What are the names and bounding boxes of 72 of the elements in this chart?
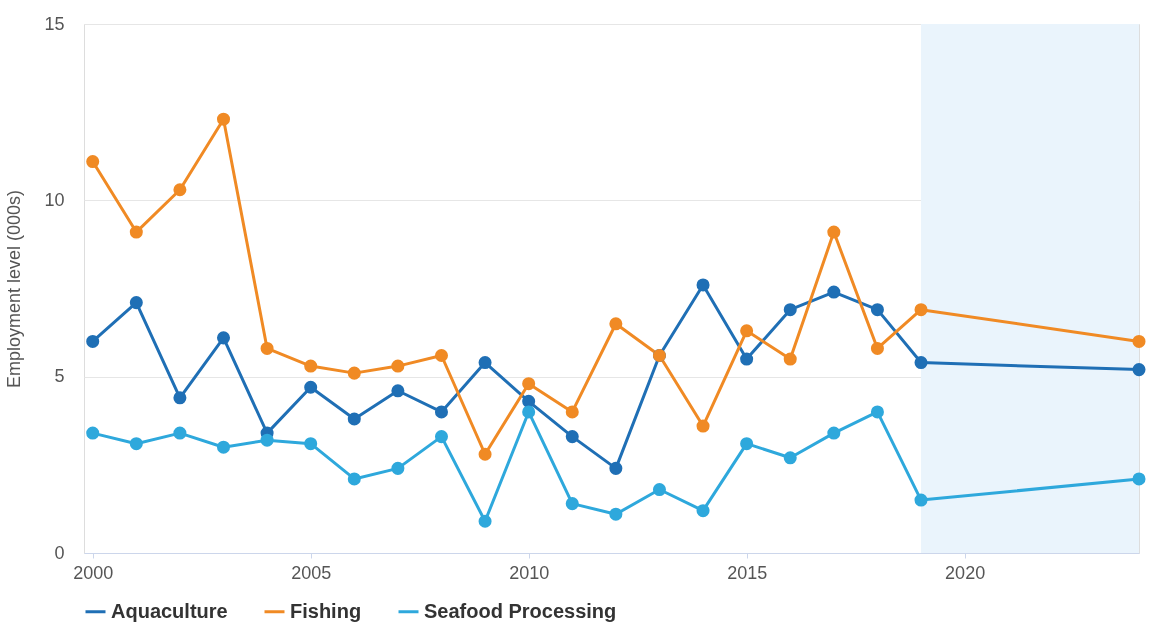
point bbox=[870, 303, 884, 317]
point bbox=[740, 437, 754, 451]
point bbox=[827, 426, 841, 440]
point bbox=[347, 366, 361, 380]
point bbox=[740, 324, 754, 338]
y-tick-label: 15 bbox=[44, 13, 65, 34]
y-axis-title: Employment level (000s) bbox=[4, 189, 25, 389]
x-tick-label: 2000 bbox=[73, 562, 114, 583]
point bbox=[914, 493, 928, 507]
point bbox=[609, 507, 623, 521]
point bbox=[347, 472, 361, 486]
point bbox=[565, 497, 579, 511]
legend-label: Aquaculture bbox=[111, 599, 228, 622]
point bbox=[304, 437, 318, 451]
point bbox=[522, 377, 536, 391]
point bbox=[522, 405, 536, 419]
point bbox=[86, 426, 100, 440]
point bbox=[260, 433, 274, 447]
point bbox=[434, 349, 448, 363]
legend-label: Seafood Processing bbox=[424, 599, 617, 622]
point bbox=[914, 303, 928, 317]
point bbox=[696, 504, 710, 518]
point bbox=[827, 225, 841, 239]
point bbox=[173, 426, 187, 440]
point bbox=[434, 405, 448, 419]
x-tick-label: 2020 bbox=[945, 562, 986, 583]
point bbox=[478, 514, 492, 528]
point bbox=[129, 437, 143, 451]
y-tick-label: 5 bbox=[54, 366, 65, 387]
point bbox=[870, 341, 884, 355]
point bbox=[870, 405, 884, 419]
point bbox=[216, 331, 231, 345]
point bbox=[783, 303, 797, 317]
point bbox=[86, 334, 100, 348]
point bbox=[609, 461, 623, 475]
point bbox=[260, 341, 274, 355]
point bbox=[129, 296, 143, 310]
point bbox=[565, 405, 579, 419]
point bbox=[304, 359, 318, 373]
point bbox=[914, 356, 928, 370]
point bbox=[86, 155, 100, 169]
point bbox=[696, 278, 710, 292]
y-tick-label: 10 bbox=[44, 189, 65, 210]
point bbox=[129, 225, 143, 239]
point bbox=[391, 384, 405, 398]
point bbox=[478, 447, 492, 461]
point bbox=[1132, 334, 1146, 348]
point bbox=[216, 440, 231, 454]
point bbox=[478, 356, 492, 370]
point bbox=[1132, 472, 1146, 486]
point bbox=[173, 391, 187, 405]
x-tick-label: 2015 bbox=[727, 562, 768, 583]
point bbox=[347, 412, 361, 426]
legend-label: Fishing bbox=[290, 599, 362, 622]
y-tick-label: 0 bbox=[54, 542, 65, 563]
point bbox=[304, 380, 318, 394]
x-tick-label: 2005 bbox=[291, 562, 332, 583]
point bbox=[609, 317, 623, 331]
point bbox=[696, 419, 710, 433]
point bbox=[173, 183, 187, 197]
point bbox=[783, 352, 797, 366]
point bbox=[565, 430, 579, 444]
point bbox=[216, 112, 231, 126]
point bbox=[783, 451, 797, 465]
x-tick-label: 2010 bbox=[509, 562, 550, 583]
point bbox=[740, 352, 754, 366]
point bbox=[652, 483, 666, 497]
point bbox=[434, 430, 448, 444]
point bbox=[827, 285, 841, 299]
point bbox=[391, 359, 405, 373]
point bbox=[391, 461, 405, 475]
point bbox=[1132, 363, 1146, 377]
